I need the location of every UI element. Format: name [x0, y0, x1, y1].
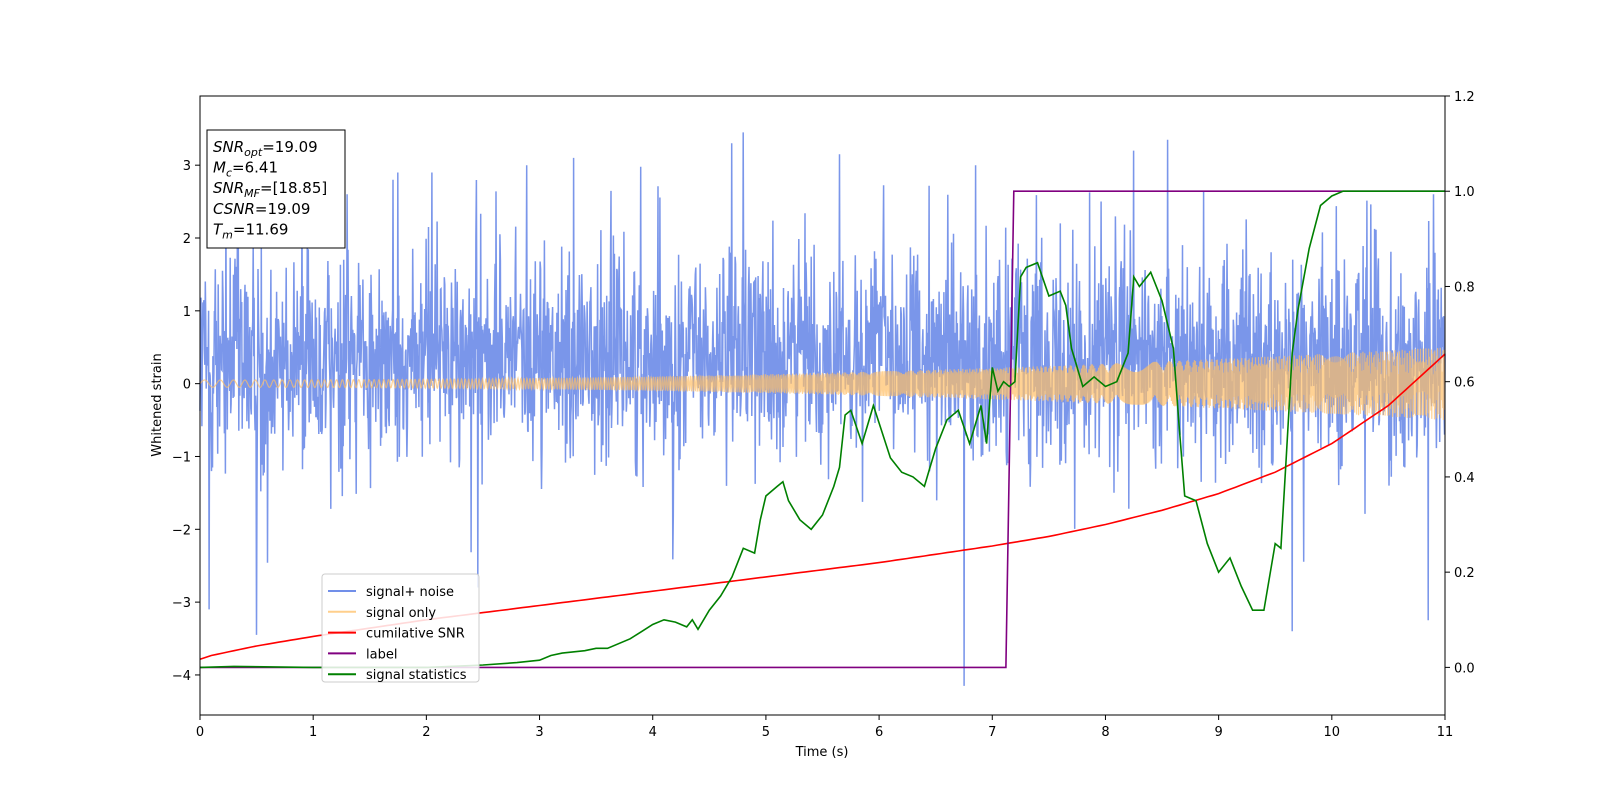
y2-tick-label: 1.0 [1454, 185, 1475, 200]
y-tick-label: −2 [172, 523, 191, 538]
x-tick-label: 2 [422, 725, 430, 740]
legend-entry: signal+ noise [366, 585, 454, 600]
x-tick-label: 1 [309, 725, 317, 740]
info-box-line: CSNR=19.09 [213, 200, 310, 218]
info-box-line: SNRMF=[18.85] [213, 179, 327, 200]
x-tick-label: 4 [649, 725, 657, 740]
x-tick-label: 5 [762, 725, 770, 740]
y-tick-label: −4 [172, 669, 191, 684]
y-axis-left: −4 −3 −2 −1 0 1 2 3 [172, 159, 200, 684]
y2-tick-label: 0.0 [1454, 661, 1475, 676]
x-tick-label: 10 [1324, 725, 1341, 740]
signal-statistics-line [199, 190, 1445, 669]
x-tick-label: 8 [1101, 725, 1109, 740]
y2-tick-label: 0.8 [1454, 280, 1475, 295]
y2-tick-label: 0.6 [1454, 376, 1475, 391]
x-tick-label: 7 [988, 725, 996, 740]
info-box-line: SNRopt=19.09 [213, 138, 318, 159]
x-tick-label: 6 [875, 725, 883, 740]
x-tick-label: 3 [535, 725, 543, 740]
y2-tick-label: 0.4 [1454, 471, 1475, 486]
legend-entry: label [366, 647, 397, 662]
y-axis-label: Whitened strain [150, 353, 165, 456]
x-tick-label: 11 [1437, 725, 1454, 740]
signal-noise-series [199, 132, 1446, 686]
x-axis-label: Time (s) [795, 745, 849, 760]
legend: signal+ noise signal only cumilative SNR la… [321, 573, 480, 683]
info-box-line: Mc=6.41 [213, 159, 278, 180]
y-tick-label: 1 [183, 305, 191, 320]
legend-entry: cumilative SNR [366, 627, 465, 642]
y-tick-label: −1 [172, 450, 191, 465]
y2-tick-label: 1.2 [1454, 90, 1475, 105]
info-box: SNRopt=19.09Mc=6.41SNRMF=[18.85]CSNR=19.… [206, 129, 346, 249]
x-axis: 0 1 2 3 4 5 6 7 8 9 10 11 [196, 715, 1453, 740]
x-tick-label: 0 [196, 725, 204, 740]
x-tick-label: 9 [1214, 725, 1222, 740]
legend-entry: signal only [366, 606, 436, 621]
plot-frame [199, 95, 1446, 716]
info-box-line: Tm=11.69 [213, 220, 288, 241]
y2-tick-label: 0.2 [1454, 566, 1475, 581]
y-axis-right: 0.0 0.2 0.4 0.6 0.8 1.0 1.2 [1445, 90, 1475, 676]
y-tick-label: 3 [183, 159, 191, 174]
signal-only-line [199, 347, 1446, 421]
legend-entry: signal statistics [366, 668, 467, 683]
y-tick-label: 2 [183, 232, 191, 247]
label-line [200, 190, 1445, 669]
signal-noise-line [199, 132, 1446, 686]
signal-only-series [199, 347, 1446, 421]
y-tick-label: 0 [183, 378, 191, 393]
y-tick-label: −3 [172, 596, 191, 611]
